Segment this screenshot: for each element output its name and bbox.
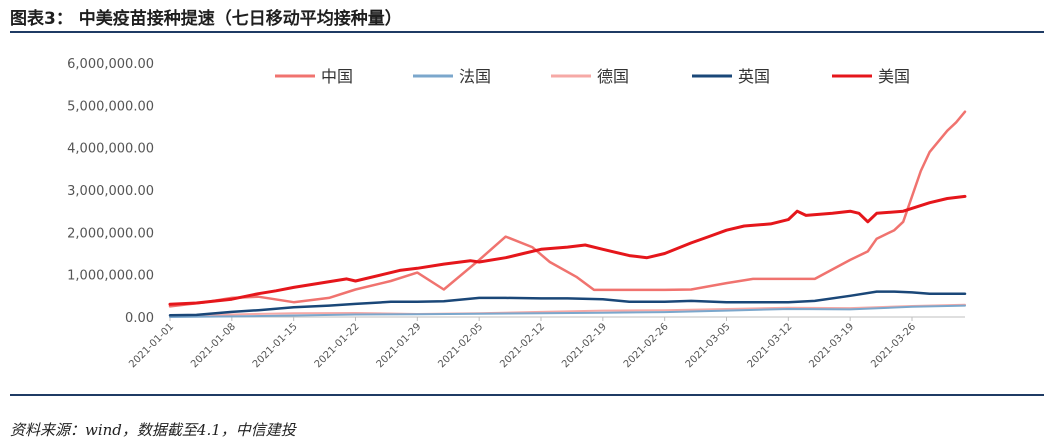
- series-line-1: [169, 304, 966, 318]
- series-line-3: [168, 290, 967, 317]
- x-tick-label: 2021-03-19: [807, 321, 856, 370]
- x-tick-label: 2021-01-08: [189, 321, 238, 370]
- x-tick-label: 2021-02-12: [498, 321, 547, 370]
- x-tick-label: 2021-02-19: [560, 321, 609, 370]
- top-rule: [10, 31, 1044, 33]
- x-tick-label: 2021-02-26: [622, 321, 671, 370]
- x-tick-label: 2021-02-05: [436, 321, 485, 370]
- bottom-rule: [10, 394, 1044, 396]
- legend-label: 德国: [597, 67, 629, 86]
- x-tick-label: 2021-01-29: [375, 321, 424, 370]
- legend: 中国 法国 德国 英国 美国: [275, 67, 910, 86]
- series-layer: [168, 110, 967, 318]
- y-tick-label: 1,000,000.00: [67, 269, 154, 284]
- y-tick-label: 6,000,000.00: [67, 57, 154, 72]
- source-note: 资料来源：wind，数据截至4.1，中信建投: [10, 421, 296, 439]
- x-tick-label: 2021-03-26: [869, 321, 918, 370]
- x-tick-label: 2021-03-12: [746, 321, 795, 370]
- series-line-4: [168, 194, 967, 306]
- y-tick-label: 3,000,000.00: [67, 184, 154, 199]
- x-tick-label: 2021-01-22: [313, 321, 362, 370]
- figure-title: 图表3： 中美疫苗接种提速（七日移动平均接种量）: [10, 9, 402, 29]
- legend-label: 中国: [321, 67, 353, 86]
- series-line-2: [169, 303, 966, 318]
- x-tick-label: 2021-01-01: [127, 321, 176, 370]
- line-chart: 0.00 1,000,000.00 2,000,000.00 3,000,000.00…: [67, 57, 967, 370]
- series-line-0: [168, 110, 967, 308]
- x-tick-label: 2021-01-15: [251, 321, 300, 370]
- legend-label: 英国: [738, 67, 770, 86]
- y-tick-label: 5,000,000.00: [67, 99, 154, 114]
- x-tick-label: 2021-03-05: [684, 321, 733, 370]
- y-tick-label: 2,000,000.00: [67, 226, 154, 241]
- y-tick-label: 4,000,000.00: [67, 142, 154, 157]
- legend-label: 法国: [459, 67, 491, 86]
- legend-label: 美国: [878, 67, 910, 86]
- x-axis: 2021-01-01 2021-01-08 2021-01-15 2021-01-22…: [127, 316, 965, 370]
- y-axis: 0.00 1,000,000.00 2,000,000.00 3,000,000.00…: [67, 57, 154, 326]
- y-tick-label: 0.00: [125, 311, 154, 326]
